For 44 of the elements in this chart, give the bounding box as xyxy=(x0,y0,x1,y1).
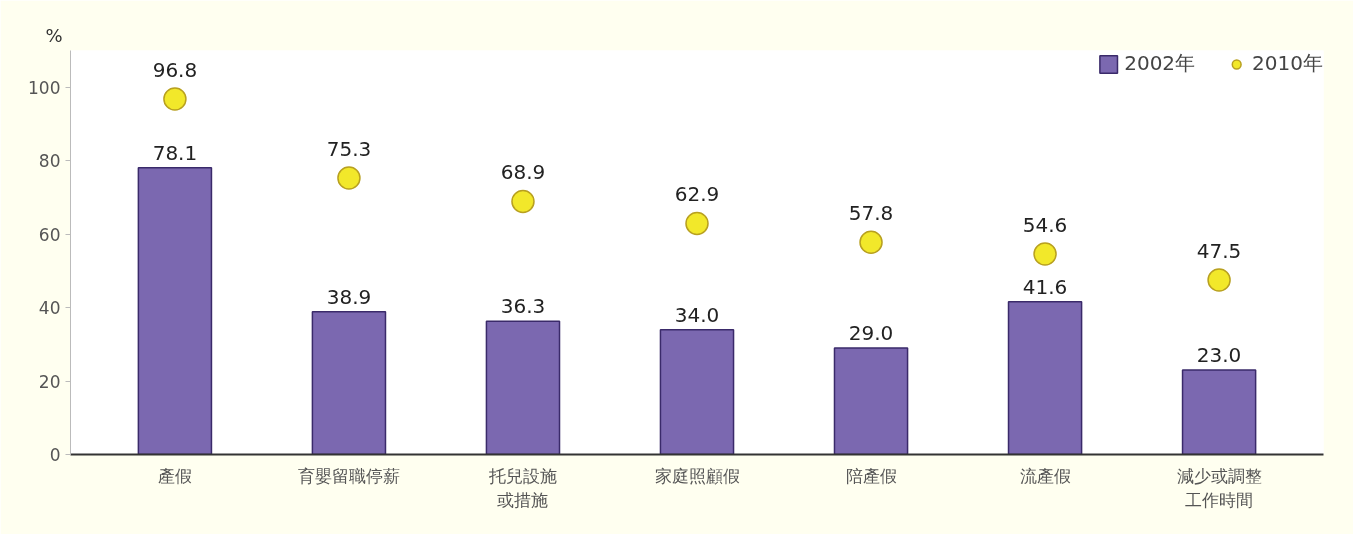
x-tick-label: 托兒設施或措施 xyxy=(487,465,557,510)
point xyxy=(337,166,361,190)
bar xyxy=(659,328,735,455)
y-tick-label: 0 xyxy=(49,445,61,465)
point xyxy=(1033,242,1057,266)
data-label: 75.3 xyxy=(326,136,372,161)
y-tick-label: 100 xyxy=(28,77,61,98)
y-axis-title: % xyxy=(45,24,63,46)
bar xyxy=(1181,369,1257,455)
bar xyxy=(485,320,561,455)
point xyxy=(163,87,187,111)
data-label: 23.0 xyxy=(1196,343,1242,368)
point xyxy=(1207,268,1231,292)
x-tick-label: 流產假 xyxy=(1019,465,1071,486)
data-label: 29.0 xyxy=(848,320,894,345)
bar xyxy=(137,166,213,455)
y-tick-label: 40 xyxy=(38,298,61,319)
legend-label: 2010年 xyxy=(1252,50,1323,77)
bar xyxy=(833,347,909,455)
point xyxy=(859,230,883,254)
x-tick-label: 減少或調整工作時間 xyxy=(1176,465,1262,510)
y-tick-label: 20 xyxy=(38,371,61,392)
bar xyxy=(311,310,387,455)
legend-label: 2002年 xyxy=(1124,50,1196,77)
data-label: 47.5 xyxy=(1196,239,1242,264)
data-label: 41.6 xyxy=(1022,274,1068,299)
data-label: 78.1 xyxy=(152,140,198,165)
bar xyxy=(1007,300,1083,455)
point xyxy=(685,211,709,236)
data-label: 62.9 xyxy=(674,182,720,207)
data-label: 34.0 xyxy=(674,302,720,327)
x-tick-label: 育嬰留職停薪 xyxy=(297,465,400,486)
data-label: 96.8 xyxy=(152,57,198,82)
x-tick-label: 家庭照顧假 xyxy=(654,465,740,486)
point xyxy=(511,189,535,214)
y-tick-label: 60 xyxy=(38,224,61,245)
x-tick-label: 產假 xyxy=(157,465,192,486)
data-label: 68.9 xyxy=(500,160,546,185)
data-label: 38.9 xyxy=(326,284,372,309)
y-tick-label: 80 xyxy=(38,151,61,172)
data-label: 36.3 xyxy=(500,294,546,319)
data-label: 57.8 xyxy=(848,201,894,226)
data-label: 54.6 xyxy=(1022,212,1068,237)
x-tick-label: 陪產假 xyxy=(845,465,897,486)
